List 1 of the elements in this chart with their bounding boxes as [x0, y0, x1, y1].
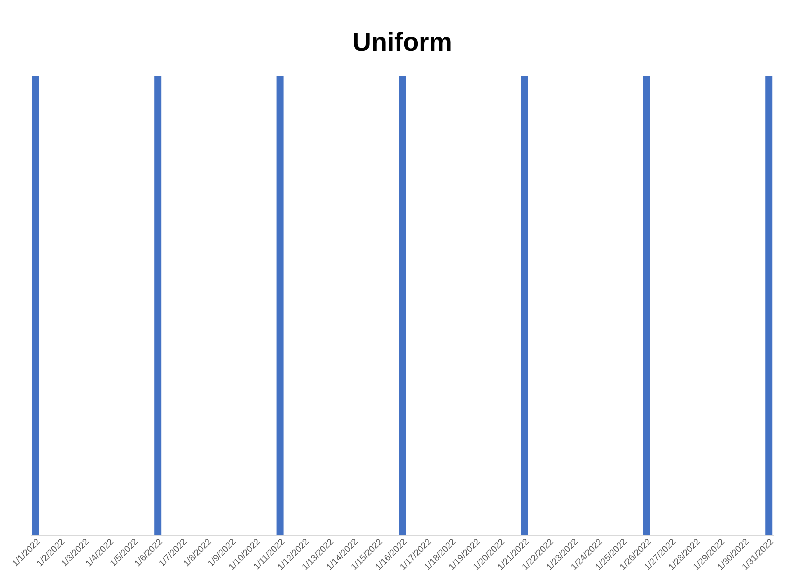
chart-title: Uniform	[352, 27, 452, 57]
